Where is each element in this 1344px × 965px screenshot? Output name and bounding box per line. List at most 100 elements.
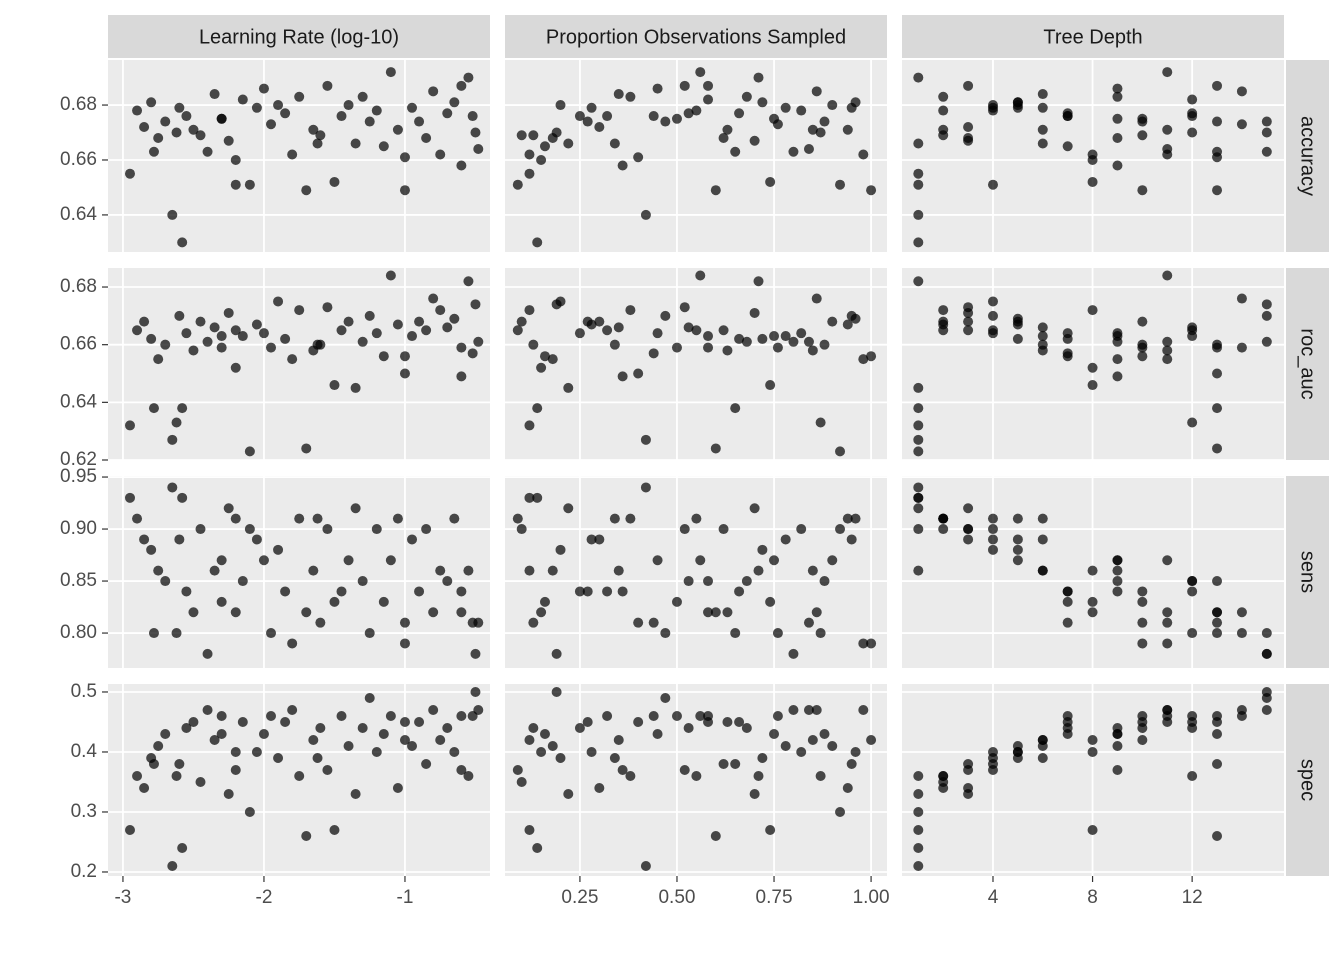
point — [757, 97, 768, 108]
point — [683, 722, 694, 733]
point — [1162, 143, 1173, 154]
point — [1187, 108, 1198, 119]
point — [357, 576, 368, 587]
point — [350, 788, 361, 799]
point — [524, 149, 535, 160]
point — [660, 310, 671, 321]
strip-background — [1286, 268, 1329, 460]
point — [547, 565, 558, 576]
point — [223, 788, 234, 799]
point — [258, 555, 269, 566]
point — [1112, 371, 1123, 382]
point — [536, 607, 547, 618]
point — [734, 586, 745, 597]
point — [796, 105, 807, 116]
point — [1261, 648, 1272, 659]
point — [1112, 113, 1123, 124]
point — [987, 105, 998, 116]
point — [609, 752, 620, 763]
point — [1037, 513, 1048, 524]
x-tick-label: 12 — [1182, 887, 1203, 908]
point — [181, 111, 192, 122]
strip-background — [902, 15, 1284, 58]
point — [609, 339, 620, 350]
point — [132, 513, 143, 524]
point — [765, 824, 776, 835]
point — [617, 371, 628, 382]
point — [652, 728, 663, 739]
point — [594, 782, 605, 793]
point — [574, 111, 585, 122]
point — [963, 133, 974, 144]
point — [343, 316, 354, 327]
point — [722, 607, 733, 618]
point — [741, 722, 752, 733]
point — [1162, 617, 1173, 628]
point — [938, 319, 949, 330]
point — [174, 534, 185, 545]
point — [858, 354, 869, 365]
panel — [108, 476, 490, 668]
y-tick-label: 0.3 — [71, 801, 97, 822]
point — [467, 617, 478, 628]
point — [385, 710, 396, 721]
point — [273, 100, 284, 111]
point — [428, 293, 439, 304]
point — [512, 325, 523, 336]
point — [146, 333, 157, 344]
point — [148, 628, 159, 639]
point — [866, 638, 877, 649]
point — [266, 119, 277, 130]
point — [449, 513, 460, 524]
point — [703, 342, 714, 353]
point — [399, 152, 410, 163]
point — [516, 130, 527, 141]
point — [528, 339, 539, 350]
point — [1212, 368, 1223, 379]
point — [753, 770, 764, 781]
point — [1137, 185, 1148, 196]
point — [146, 544, 157, 555]
point — [987, 310, 998, 321]
point — [536, 154, 547, 165]
point — [456, 80, 467, 91]
point — [177, 492, 188, 503]
point — [1187, 127, 1198, 138]
point — [1087, 149, 1098, 160]
point — [167, 482, 178, 493]
point — [913, 788, 924, 799]
point — [722, 124, 733, 135]
point — [1187, 322, 1198, 333]
point — [343, 100, 354, 111]
point — [633, 368, 644, 379]
point — [1212, 710, 1223, 721]
point — [769, 113, 780, 124]
point — [858, 704, 869, 715]
point — [842, 319, 853, 330]
point — [181, 722, 192, 733]
point — [858, 149, 869, 160]
point — [1187, 770, 1198, 781]
point — [512, 179, 523, 190]
point — [1062, 333, 1073, 344]
point — [470, 299, 481, 310]
point — [765, 596, 776, 607]
point — [938, 91, 949, 102]
point — [1062, 596, 1073, 607]
strip-background — [1286, 684, 1329, 876]
point — [660, 692, 671, 703]
point — [148, 758, 159, 769]
point — [258, 328, 269, 339]
point — [539, 596, 550, 607]
point — [364, 692, 375, 703]
point — [1212, 116, 1223, 127]
point — [385, 67, 396, 78]
point — [1137, 316, 1148, 327]
point — [139, 122, 150, 133]
point — [273, 544, 284, 555]
point — [294, 305, 305, 316]
point — [463, 770, 474, 781]
point — [938, 770, 949, 781]
point — [850, 97, 861, 108]
point — [456, 710, 467, 721]
